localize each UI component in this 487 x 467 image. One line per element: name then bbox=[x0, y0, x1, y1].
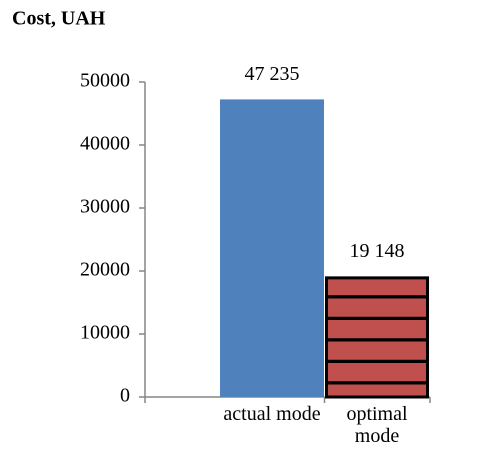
y-tick-label: 50000 bbox=[80, 70, 130, 92]
data-label: 19 148 bbox=[350, 240, 405, 262]
y-tick-label: 30000 bbox=[80, 196, 130, 218]
y-tick-label: 0 bbox=[120, 385, 130, 407]
x-tick-label: optimal mode bbox=[346, 403, 408, 447]
y-tick-label: 10000 bbox=[80, 322, 130, 344]
y-tick-label: 40000 bbox=[80, 133, 130, 155]
bar bbox=[325, 276, 429, 399]
bar bbox=[220, 99, 324, 398]
chart-title: Cost, UAH bbox=[12, 8, 106, 30]
x-tick-label: actual mode bbox=[223, 403, 321, 425]
data-label: 47 235 bbox=[245, 63, 300, 85]
y-tick-label: 20000 bbox=[80, 259, 130, 281]
